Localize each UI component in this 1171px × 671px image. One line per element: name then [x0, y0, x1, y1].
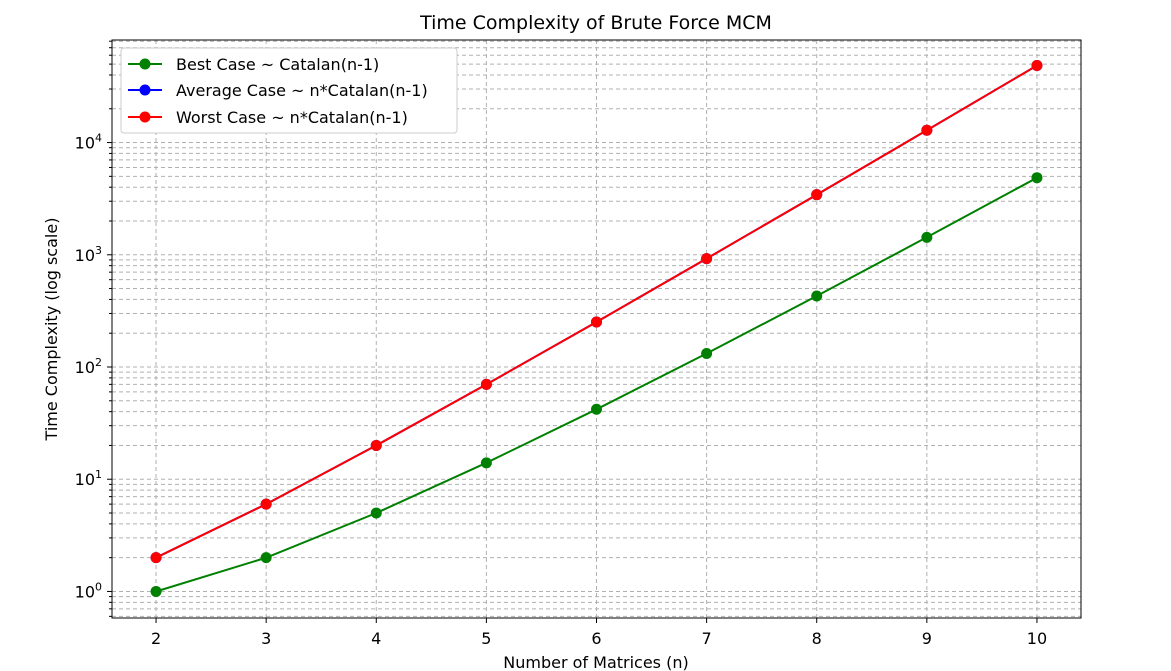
x-axis-label: Number of Matrices (n) — [503, 653, 688, 671]
y-tick-label: 103 — [75, 244, 102, 265]
x-tick-label: 5 — [481, 629, 491, 648]
data-point-0 — [150, 585, 162, 597]
y-axis-label: Time Complexity (log scale) — [42, 218, 61, 442]
y-tick-label: 102 — [75, 356, 102, 377]
data-point-0 — [591, 403, 602, 415]
x-tick-label: 6 — [591, 629, 601, 648]
data-point-2 — [370, 439, 382, 451]
data-point-0 — [370, 507, 382, 519]
y-tick-label: 100 — [75, 580, 102, 601]
x-tick-label: 10 — [1027, 629, 1047, 648]
legend-label-average: Average Case ~ n*Catalan(n-1) — [176, 81, 428, 100]
data-point-0 — [260, 552, 272, 564]
legend-marker-average — [139, 84, 151, 96]
data-point-2 — [701, 253, 713, 265]
x-tick-label: 8 — [812, 629, 822, 648]
x-tick-label: 9 — [922, 629, 932, 648]
chart-title: Time Complexity of Brute Force MCM — [419, 12, 772, 34]
axis-ticks: 2 3 4 5 6 7 8 9 10 100 101 102 103 104 — [75, 40, 1047, 648]
data-point-2 — [591, 316, 602, 328]
legend-item-worst: Worst Case ~ n*Catalan(n-1) — [128, 108, 408, 127]
x-tick-label: 4 — [371, 629, 381, 648]
x-tick-label: 2 — [151, 629, 161, 648]
grid-lines — [112, 40, 1081, 618]
data-point-2 — [260, 498, 272, 510]
data-point-0 — [921, 231, 933, 243]
y-tick-label: 101 — [75, 468, 102, 489]
data-point-0 — [811, 290, 823, 302]
legend: Best Case ~ Catalan(n-1) Average Case ~ … — [120, 47, 458, 134]
legend-box — [120, 47, 458, 134]
data-point-2 — [921, 124, 933, 136]
legend-label-best: Best Case ~ Catalan(n-1) — [176, 55, 379, 74]
legend-marker-best — [139, 58, 151, 70]
data-point-0 — [480, 457, 492, 469]
legend-marker-worst — [139, 111, 151, 123]
data-point-0 — [701, 347, 713, 359]
data-point-2 — [150, 552, 162, 564]
legend-item-best: Best Case ~ Catalan(n-1) — [128, 55, 379, 74]
data-point-2 — [1031, 59, 1043, 71]
legend-item-average: Average Case ~ n*Catalan(n-1) — [128, 81, 428, 100]
legend-label-worst: Worst Case ~ n*Catalan(n-1) — [176, 108, 408, 127]
x-tick-label: 7 — [702, 629, 712, 648]
data-point-0 — [1031, 172, 1043, 184]
y-tick-label: 104 — [75, 132, 102, 153]
data-point-2 — [480, 378, 492, 390]
x-tick-label: 3 — [261, 629, 271, 648]
data-series — [150, 59, 1043, 597]
data-point-2 — [811, 189, 823, 201]
